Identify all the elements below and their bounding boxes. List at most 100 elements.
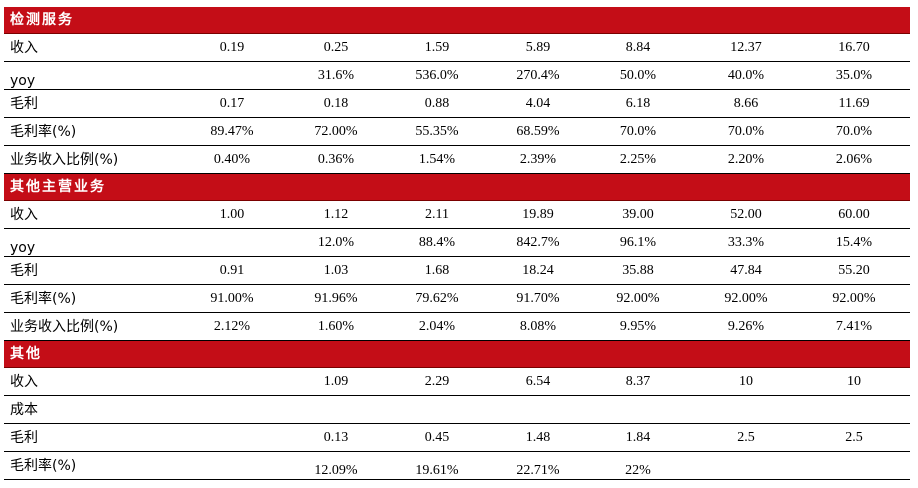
table-cell: 2.5 [737,430,755,445]
table-cell: 1.12 [323,207,349,222]
table-cell: 1.09 [323,374,349,389]
row-label: 毛利率(%) [10,124,77,140]
row-label: 收入 [10,374,38,390]
table-cell: 8.08% [519,319,557,334]
table-cell: 6.18 [625,96,651,111]
table-cell: 1.54% [418,152,456,167]
table-cell: 12.37 [730,40,762,55]
table-row: 收入 0.19 0.25 1.59 5.89 8.84 12.37 16.70 [4,34,910,62]
table-cell: 536.0% [415,68,459,83]
table-cell [696,457,796,485]
table-cell [387,396,487,424]
table-cell: 92.00% [832,291,876,306]
table-row: 收入 1.00 1.12 2.11 19.89 39.00 52.00 60.00 [4,201,910,229]
table-cell: 6.54 [525,374,551,389]
table-cell [182,368,282,396]
row-label: 毛利 [10,96,38,112]
table-cell: 70.0% [835,124,873,139]
table-cell: 11.69 [838,96,870,111]
table-row: 毛利 0.17 0.18 0.88 4.04 6.18 8.66 11.69 [4,90,910,118]
table-cell: 2.25% [619,152,657,167]
table-cell: 8.84 [625,40,651,55]
table-cell: 4.04 [525,96,551,111]
table-cell: 842.7% [516,235,560,250]
table-cell: 96.1% [619,235,657,250]
table-cell [588,396,688,424]
table-cell: 35.88 [622,263,654,278]
row-label: 毛利 [10,263,38,279]
table-row: yoy 31.6% 536.0% 270.4% 50.0% 40.0% 35.0% [4,62,910,90]
table-cell [804,457,904,485]
row-label: 毛利 [10,430,38,446]
table-cell: 9.95% [619,319,657,334]
table-cell [182,457,282,485]
table-cell: 40.0% [727,68,765,83]
financial-table: 检测服务 收入 0.19 0.25 1.59 5.89 8.84 12.37 16.70 yoy 3… [4,7,910,480]
table-cell: 33.3% [727,235,765,250]
table-cell: 91.00% [210,291,254,306]
table-cell [488,396,588,424]
table-cell: 22.71% [516,463,560,478]
table-cell [804,396,904,424]
table-cell: 0.40% [213,152,251,167]
table-cell: 0.17 [219,96,245,111]
table-cell [286,396,386,424]
table-cell: 72.00% [314,124,358,139]
table-row: 收入 1.09 2.29 6.54 8.37 10 10 [4,368,910,396]
table-cell: 2.20% [727,152,765,167]
table-cell: 35.0% [835,68,873,83]
section-header: 其他 [4,341,910,368]
table-row: 毛利 0.13 0.45 1.48 1.84 2.5 2.5 [4,424,910,452]
table-cell: 55.35% [415,124,459,139]
table-cell: 1.00 [219,207,245,222]
table-cell: 22% [625,463,651,478]
table-cell: 2.12% [213,319,251,334]
section-header: 检测服务 [4,7,910,34]
row-label: 业务收入比例(%) [10,152,119,168]
table-cell [696,396,796,424]
row-label: 收入 [10,207,38,223]
table-cell: 50.0% [619,68,657,83]
row-label: yoy [10,240,36,256]
table-cell: 0.91 [219,263,245,278]
table-row: 毛利率(%) 91.00% 91.96% 79.62% 91.70% 92.00% 92.0… [4,285,910,313]
table-cell: 1.84 [625,430,651,445]
table-cell: 92.00% [616,291,660,306]
table-cell: 10 [847,374,861,389]
table-cell: 91.70% [516,291,560,306]
table-cell: 15.4% [835,235,873,250]
table-cell: 52.00 [730,207,762,222]
table-cell: 79.62% [415,291,459,306]
table-cell: 12.09% [314,463,358,478]
table-cell: 2.11 [425,207,449,222]
table-row: 业务收入比例(%) 2.12% 1.60% 2.04% 8.08% 9.95% 9.26% 7… [4,313,910,341]
table-cell: 1.60% [317,319,355,334]
section-header: 其他主营业务 [4,174,910,201]
table-cell: 7.41% [835,319,873,334]
table-cell: 68.59% [516,124,560,139]
row-label: 收入 [10,40,38,56]
table-row: 成本 [4,396,910,424]
table-cell: 2.39% [519,152,557,167]
table-cell: 2.06% [835,152,873,167]
row-label: 成本 [10,402,38,418]
table-cell: 19.61% [415,463,459,478]
table-cell: 0.36% [317,152,355,167]
table-row: 毛利率(%) 89.47% 72.00% 55.35% 68.59% 70.0% 70.0%… [4,118,910,146]
row-label: 业务收入比例(%) [10,319,119,335]
table-cell: 1.48 [525,430,551,445]
table-cell: 5.89 [525,40,551,55]
table-cell: 270.4% [516,68,560,83]
table-cell: 10 [739,374,753,389]
table-cell: 0.18 [323,96,349,111]
table-cell: 8.66 [733,96,759,111]
table-cell [182,424,282,452]
table-cell: 55.20 [838,263,870,278]
row-label: 毛利率(%) [10,458,77,474]
table-cell: 91.96% [314,291,358,306]
table-cell: 1.59 [424,40,450,55]
table-cell: 60.00 [838,207,870,222]
table-cell: 70.0% [727,124,765,139]
table-cell: 0.45 [424,430,450,445]
table-cell: 0.25 [323,40,349,55]
